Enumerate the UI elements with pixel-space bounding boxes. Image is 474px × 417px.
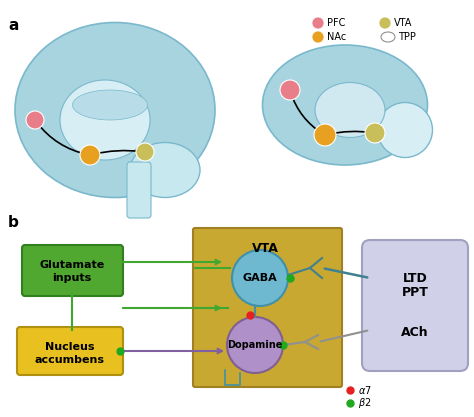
Ellipse shape [130, 143, 200, 198]
Text: PFC: PFC [327, 18, 346, 28]
Ellipse shape [377, 103, 432, 158]
Circle shape [280, 80, 300, 100]
Text: ACh: ACh [401, 326, 429, 339]
Ellipse shape [381, 32, 395, 42]
FancyBboxPatch shape [193, 228, 342, 387]
Circle shape [312, 31, 324, 43]
Text: GABA: GABA [243, 273, 277, 283]
Text: NAc: NAc [327, 32, 346, 42]
Text: $\alpha$7: $\alpha$7 [358, 384, 372, 396]
Text: accumbens: accumbens [35, 355, 105, 365]
Text: PPT: PPT [401, 286, 428, 299]
Text: b: b [8, 215, 19, 230]
Ellipse shape [15, 23, 215, 198]
Circle shape [80, 145, 100, 165]
Circle shape [365, 123, 385, 143]
Circle shape [227, 317, 283, 373]
Circle shape [314, 124, 336, 146]
Text: VTA: VTA [394, 18, 412, 28]
Text: a: a [8, 18, 18, 33]
Text: inputs: inputs [52, 273, 91, 283]
Ellipse shape [73, 90, 147, 120]
Text: Nucleus: Nucleus [45, 342, 95, 352]
Circle shape [232, 250, 288, 306]
Text: VTA: VTA [252, 242, 278, 255]
Text: Dopamine: Dopamine [228, 340, 283, 350]
Circle shape [136, 143, 154, 161]
Ellipse shape [315, 83, 385, 138]
Circle shape [379, 17, 391, 29]
Text: TPP: TPP [398, 32, 416, 42]
FancyBboxPatch shape [127, 162, 151, 218]
Text: Glutamate: Glutamate [39, 260, 105, 270]
FancyBboxPatch shape [22, 245, 123, 296]
FancyBboxPatch shape [362, 240, 468, 371]
FancyBboxPatch shape [17, 327, 123, 375]
Circle shape [26, 111, 44, 129]
Ellipse shape [263, 45, 428, 165]
Text: LTD: LTD [402, 271, 428, 284]
Text: $\beta$2: $\beta$2 [358, 396, 372, 410]
Ellipse shape [60, 80, 150, 160]
Circle shape [312, 17, 324, 29]
